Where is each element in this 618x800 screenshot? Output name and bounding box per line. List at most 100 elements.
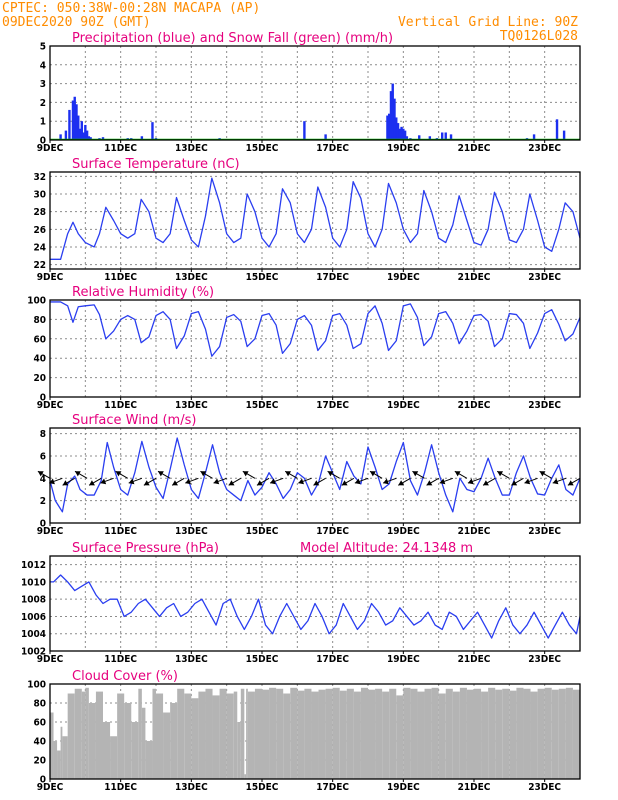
- precipitation-bar: [398, 128, 401, 140]
- precipitation-y-tick-label: 4: [40, 60, 46, 71]
- temperature-panel: Surface Temperature (nC) 22 24 26 28 30 32 9DEC…: [33, 157, 581, 283]
- pressure-y-tick-label: 1008: [21, 595, 46, 606]
- cloud-cover-bar: [537, 688, 545, 779]
- precipitation-bar: [395, 117, 398, 140]
- cloud-cover-bar: [530, 691, 538, 779]
- precipitation-x-tick-label: 23DEC: [528, 143, 561, 154]
- temperature-y-tick-label: 32: [33, 172, 46, 183]
- precipitation-bar: [391, 83, 394, 140]
- cloud-cover-bar: [368, 689, 376, 779]
- humidity-x-tick-label: 19DEC: [387, 400, 420, 411]
- wind-arrow: [369, 470, 383, 479]
- pressure-x-tick-label: 17DEC: [316, 654, 349, 665]
- temperature-line: [50, 177, 581, 260]
- cloud-cover-bar: [53, 741, 58, 779]
- precipitation-bar: [64, 130, 68, 140]
- temperature-y-tick-label: 28: [33, 207, 46, 218]
- humidity-y-tick-label: 100: [27, 296, 46, 307]
- wind-frame: [49, 427, 581, 524]
- cloud-cover-bar: [240, 688, 245, 779]
- wind-arrow: [524, 477, 538, 485]
- wind-x-tick-label: 11DEC: [104, 526, 137, 537]
- wind-arrow: [567, 477, 581, 486]
- cloud-cover-y-tick-label: 0: [40, 775, 46, 786]
- cloud-cover-x-tick-label: 11DEC: [104, 782, 137, 793]
- cloud-cover-bar: [247, 691, 255, 779]
- pressure-y-tick-label: 1010: [21, 577, 46, 588]
- wind-arrow: [354, 477, 369, 485]
- pressure-x-tick-label: 9DEC: [37, 654, 64, 665]
- cloud-cover-bar: [565, 687, 573, 779]
- cloud-cover-bar: [410, 688, 418, 779]
- cloud-cover-bar: [226, 693, 234, 779]
- cloud-cover-bar: [81, 691, 86, 779]
- wind-x-tick-label: 19DEC: [387, 526, 420, 537]
- precipitation-bar: [77, 115, 80, 140]
- precipitation-x-tick-label: 13DEC: [175, 143, 208, 154]
- precipitation-bar: [87, 136, 91, 140]
- humidity-x-tick-label: 13DEC: [175, 400, 208, 411]
- wind-arrow: [185, 477, 199, 485]
- precipitation-bar: [562, 130, 566, 140]
- cloud-cover-bar: [375, 688, 383, 779]
- cloud-cover-x-tick-label: 15DEC: [246, 782, 279, 793]
- cloud-cover-bar: [205, 688, 213, 779]
- cloud-cover-bar: [339, 690, 347, 779]
- pressure-line: [50, 574, 581, 639]
- humidity-y-tick-label: 40: [33, 354, 46, 365]
- cloud-cover-bar: [103, 722, 111, 779]
- wind-arrow: [552, 477, 567, 485]
- cloud-cover-y-tick-label: 60: [33, 718, 46, 729]
- wind-arrow: [398, 477, 411, 486]
- precipitation-bar: [402, 128, 405, 140]
- cloud-cover-x-tick-label: 19DEC: [387, 782, 420, 793]
- pressure-annotation: Model Altitude: 24.1348 m: [300, 541, 473, 556]
- cloud-cover-x-tick-label: 17DEC: [316, 782, 349, 793]
- wind-arrow: [37, 470, 51, 479]
- wind-arrow: [62, 477, 75, 486]
- cloud-cover-bar: [459, 687, 467, 779]
- precipitation-x-tick-label: 11DEC: [104, 143, 137, 154]
- precipitation-y-tick-label: 3: [40, 79, 46, 90]
- wind-arrow: [49, 477, 63, 485]
- humidity-frame: [49, 299, 581, 398]
- humidity-y-tick-label: 0: [40, 393, 46, 404]
- cloud-cover-bar: [110, 736, 118, 779]
- wind-y-tick-label: 6: [40, 451, 46, 462]
- precipitation-x-tick-label: 19DEC: [387, 143, 420, 154]
- cloud-cover-bar: [417, 691, 425, 779]
- cloud-cover-bar: [74, 688, 82, 779]
- wind-arrow: [539, 470, 552, 479]
- pressure-title: Surface Pressure (hPa): [72, 541, 219, 556]
- wind-arrow: [412, 470, 425, 479]
- temperature-y-tick-label: 26: [33, 225, 46, 236]
- precipitation-bar: [68, 109, 71, 140]
- humidity-x-tick-label: 17DEC: [316, 400, 349, 411]
- cloud-cover-bar: [424, 688, 432, 779]
- cloud-cover-bar: [269, 687, 277, 779]
- cloud-cover-bar: [311, 691, 319, 779]
- cloud-cover-title: Cloud Cover (%): [72, 669, 178, 684]
- cloud-cover-x-tick-label: 23DEC: [528, 782, 561, 793]
- temperature-x-tick-label: 21DEC: [458, 272, 491, 283]
- cloud-cover-y-tick-label: 100: [27, 680, 46, 691]
- wind-arrow: [467, 477, 482, 485]
- cloud-cover-bar: [88, 703, 96, 779]
- wind-arrow: [382, 477, 397, 485]
- cloud-cover-bar: [325, 688, 333, 779]
- pressure-x-tick-label: 21DEC: [458, 654, 491, 665]
- header-run-time: 09DEC2020 90Z (GMT): [2, 15, 151, 30]
- temperature-y-tick-label: 22: [33, 260, 46, 271]
- cloud-cover-bar: [117, 693, 125, 779]
- cloud-cover-bar: [346, 688, 354, 779]
- cloud-cover-y-tick-label: 40: [33, 737, 46, 748]
- precipitation-bar: [80, 121, 83, 140]
- pressure-x-tick-label: 15DEC: [246, 654, 279, 665]
- pressure-x-tick-label: 19DEC: [387, 654, 420, 665]
- wind-x-tick-label: 15DEC: [246, 526, 279, 537]
- cloud-cover-bar: [152, 688, 156, 779]
- pressure-panel: Surface Pressure (hPa) Model Altitude: 24…: [21, 541, 581, 665]
- cloud-cover-bar: [304, 688, 312, 779]
- cloud-cover-bar: [360, 687, 368, 779]
- humidity-x-tick-label: 11DEC: [104, 400, 137, 411]
